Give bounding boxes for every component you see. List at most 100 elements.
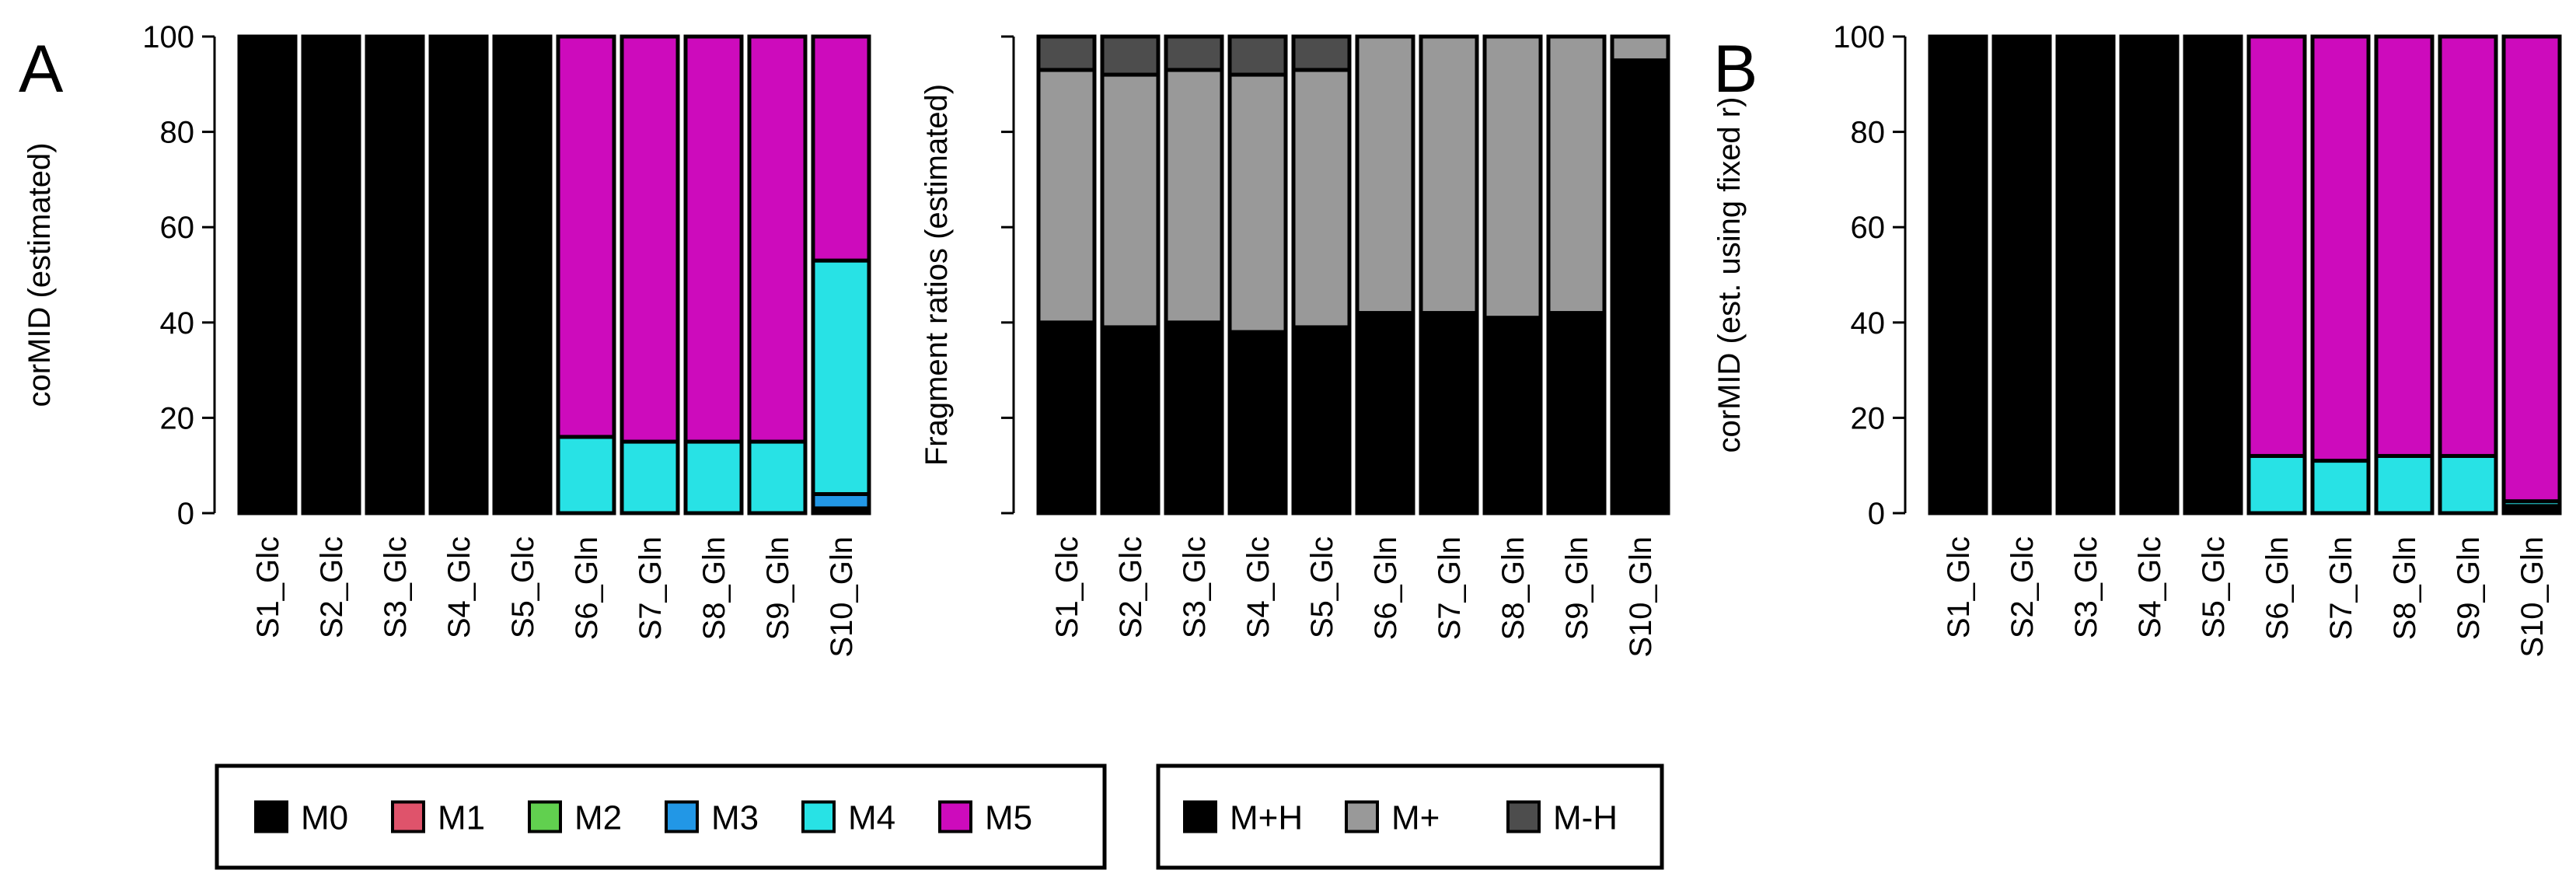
x-tick-label: S8_Gln <box>1496 536 1531 640</box>
legend-label: M4 <box>848 799 895 837</box>
x-tick-label: S9_Gln <box>1560 536 1594 640</box>
bar-segment-M5-S10_Gln <box>811 34 871 263</box>
y-tick-label: 0 <box>1868 497 1885 531</box>
bar-segment-M+-S1_Glc <box>1036 68 1097 325</box>
bar-segment-M4-S8_Gln <box>683 439 744 515</box>
legend-label: M2 <box>574 799 622 837</box>
bar-segment-M+H-S5_Glc <box>1291 325 1352 515</box>
x-tick-label: S5_Glc <box>2197 536 2231 638</box>
x-tick-label: S4_Glc <box>442 536 476 638</box>
y-tick-label: 0 <box>177 497 194 531</box>
bar-segment-M0-S5_Glc <box>2183 34 2243 515</box>
bar-segment-M3-S10_Gln <box>811 491 871 511</box>
bar-segment-M0-S1_Glc <box>237 34 298 515</box>
bar-segment-M0-S2_Glc <box>301 34 361 515</box>
bar-segment-M0-S5_Glc <box>492 34 553 515</box>
legends: M0 M1 M2 M3 M4 M5 M+H M+ M-H <box>215 763 1664 870</box>
bar-segment-M5-S8_Gln <box>2374 34 2435 458</box>
y-tick-label: 40 <box>1851 306 1886 341</box>
bar-segment-M+H-S2_Glc <box>1100 325 1161 515</box>
x-tick-label: S6_Gln <box>570 536 604 640</box>
x-tick-label: S9_Gln <box>2452 536 2486 640</box>
legend-swatch <box>391 800 425 833</box>
y-tick-label: 100 <box>142 20 194 54</box>
bar-segment-M-H-S4_Glc <box>1227 34 1288 77</box>
bar-segment-M+-S6_Gln <box>1355 34 1415 316</box>
x-tick-label: S10_Gln <box>2515 536 2550 658</box>
y-axis-title: corMID (estimated) <box>23 142 57 407</box>
x-tick-label: S4_Glc <box>1241 536 1276 638</box>
legend-label: M0 <box>301 799 348 837</box>
chart-panels: 0 20 40 60 80 100 corMID (estimated) S1_Glc S2_G… <box>23 20 2562 658</box>
x-tick-label: S6_Gln <box>2260 536 2295 640</box>
bar-segment-M5-S9_Gln <box>747 34 808 444</box>
x-tick-label: S2_Glc <box>1114 536 1148 638</box>
legend-swatch <box>801 800 836 833</box>
bar-segment-M+-S5_Glc <box>1291 68 1352 330</box>
bar-segment-M+-S10_Gln <box>1610 34 1670 63</box>
x-tick-label: S1_Glc <box>1942 536 1976 638</box>
x-tick-label: S3_Glc <box>379 536 413 638</box>
legend-swatch <box>254 800 288 833</box>
bar-segment-M0-S4_Glc <box>2119 34 2180 515</box>
x-tick-label: S2_Glc <box>2005 536 2040 638</box>
bar-segment-M+H-S10_Gln <box>1610 58 1670 515</box>
x-tick-label: S4_Glc <box>2133 536 2167 638</box>
legend-swatch <box>665 800 699 833</box>
bar-segment-M0-S3_Glc <box>2055 34 2116 515</box>
x-tick-label: S1_Glc <box>1050 536 1084 638</box>
x-tick-label: S2_Glc <box>315 536 349 638</box>
bar-segment-M+H-S3_Glc <box>1164 320 1224 515</box>
legend-label: M1 <box>438 799 485 837</box>
y-tick-label: 20 <box>1851 401 1886 435</box>
legend-label: M+H <box>1230 799 1303 837</box>
bar-segment-M+-S9_Gln <box>1546 34 1607 316</box>
bar-segment-M-H-S3_Glc <box>1164 34 1224 72</box>
y-axis-title: Fragment ratios (estimated) <box>920 84 954 466</box>
bar-segment-M4-S7_Gln <box>2310 459 2371 515</box>
panelA-mid: 0 20 40 60 80 100 corMID (estimated) S1_Glc S2_G… <box>23 20 871 658</box>
bar-segment-M-H-S1_Glc <box>1036 34 1097 72</box>
x-tick-label: S9_Gln <box>761 536 795 640</box>
bar-segment-M+-S3_Glc <box>1164 68 1224 325</box>
bar-segment-M0-S1_Glc <box>1928 34 1988 515</box>
bar-segment-M0-S4_Glc <box>428 34 489 515</box>
legend-fragment: M+H M+ M-H <box>1156 763 1664 870</box>
x-tick-label: S5_Glc <box>506 536 540 638</box>
bar-segment-M4-S6_Gln <box>556 435 616 515</box>
y-tick-label: 80 <box>1851 116 1886 150</box>
x-tick-label: S1_Glc <box>251 536 285 638</box>
bar-segment-M+-S8_Gln <box>1482 34 1543 320</box>
bar-segment-M5-S7_Gln <box>620 34 680 444</box>
bar-segment-M+-S2_Glc <box>1100 72 1161 330</box>
x-tick-label: S3_Glc <box>1178 536 1212 638</box>
bar-segment-M+H-S8_Gln <box>1482 316 1543 515</box>
legend-swatch <box>938 800 972 833</box>
x-tick-label: S7_Gln <box>1433 536 1467 640</box>
panelB-mid: 0 20 40 60 80 100 corMID (est. using fixed r) S… <box>1712 20 2562 658</box>
x-tick-label: S6_Gln <box>1369 536 1403 640</box>
legend-label: M+ <box>1391 799 1440 837</box>
bar-segment-M4-S9_Gln <box>2438 453 2498 515</box>
panelA-fragment: Fragment ratios (estimated) S1_Glc S2_Glc S… <box>920 34 1670 658</box>
bar-segment-M+H-S4_Glc <box>1227 330 1288 515</box>
y-tick-label: 60 <box>1851 211 1886 245</box>
bar-segment-M4-S8_Gln <box>2374 453 2435 515</box>
bar-segment-M5-S6_Gln <box>556 34 616 439</box>
panel-label-a: A <box>19 32 64 107</box>
x-tick-label: S10_Gln <box>825 536 859 658</box>
legend-label: M3 <box>711 799 759 837</box>
bar-segment-M4-S9_Gln <box>747 439 808 515</box>
x-tick-label: S7_Gln <box>2324 536 2358 640</box>
bar-segment-M+-S4_Glc <box>1227 72 1288 334</box>
legend-label: M5 <box>985 799 1032 837</box>
x-tick-label: S5_Glc <box>1305 536 1339 638</box>
bar-segment-M5-S6_Gln <box>2246 34 2307 458</box>
bar-segment-M4-S7_Gln <box>620 439 680 515</box>
y-tick-label: 60 <box>160 211 195 245</box>
bar-segment-M0-S3_Glc <box>365 34 425 515</box>
bar-segment-M0-S2_Glc <box>1991 34 2052 515</box>
bar-segment-M5-S10_Gln <box>2501 34 2562 504</box>
panel-label-b: B <box>1713 32 1757 107</box>
